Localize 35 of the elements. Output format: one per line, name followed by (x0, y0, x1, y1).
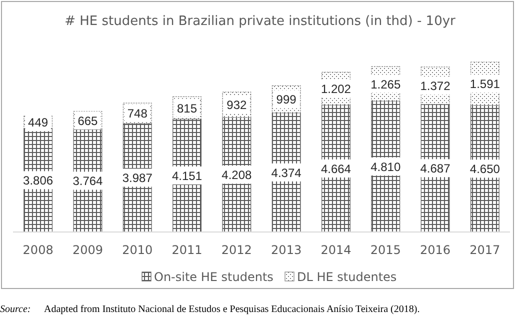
x-tick-label: 2017 (470, 243, 500, 257)
x-tick-label: 2008 (22, 243, 54, 257)
data-label: 932 (226, 98, 248, 112)
x-tick-label: 2016 (420, 243, 451, 257)
data-label: 449 (28, 116, 48, 130)
x-tick-label: 2015 (370, 243, 401, 257)
x-tick-label: 2011 (172, 243, 202, 257)
data-label: 3.764 (72, 174, 104, 188)
data-label: 1.591 (470, 77, 500, 92)
data-label: 815 (177, 101, 198, 116)
data-label: 4.374 (271, 166, 302, 180)
chart-title: # HE students in Brazilian private institutions (in thd) - 10yr (64, 14, 456, 29)
data-label: 4.664 (320, 162, 352, 176)
text: Adapted from Instituto Nacional de Estudos e Pesquisas Educacionais Anísio Teixeira (2018). (44, 304, 420, 315)
data-label: 3.806 (23, 174, 54, 188)
data-label: 4.650 (470, 162, 500, 176)
legend-label: On-site HE students (154, 270, 274, 284)
x-tick-label: 2013 (271, 243, 302, 257)
source-note: Source: (0, 304, 31, 315)
data-label: 4.208 (222, 168, 252, 182)
legend-label: DL HE studentes (297, 270, 397, 284)
data-label: 665 (78, 114, 98, 128)
data-label: 1.265 (370, 77, 401, 92)
data-label: 4.687 (420, 162, 451, 176)
data-label: 748 (127, 106, 148, 121)
x-tick-label: 2010 (122, 243, 153, 257)
data-label: 1.372 (420, 79, 451, 94)
data-label: 999 (276, 92, 297, 107)
data-label: 3.987 (122, 171, 153, 186)
data-label: 4.151 (172, 168, 202, 183)
x-tick-label: 2014 (320, 243, 352, 257)
data-label: 1.202 (320, 82, 352, 96)
x-tick-label: 2012 (221, 243, 252, 257)
data-label: 4.810 (370, 160, 401, 174)
x-tick-label: 2009 (72, 243, 103, 257)
